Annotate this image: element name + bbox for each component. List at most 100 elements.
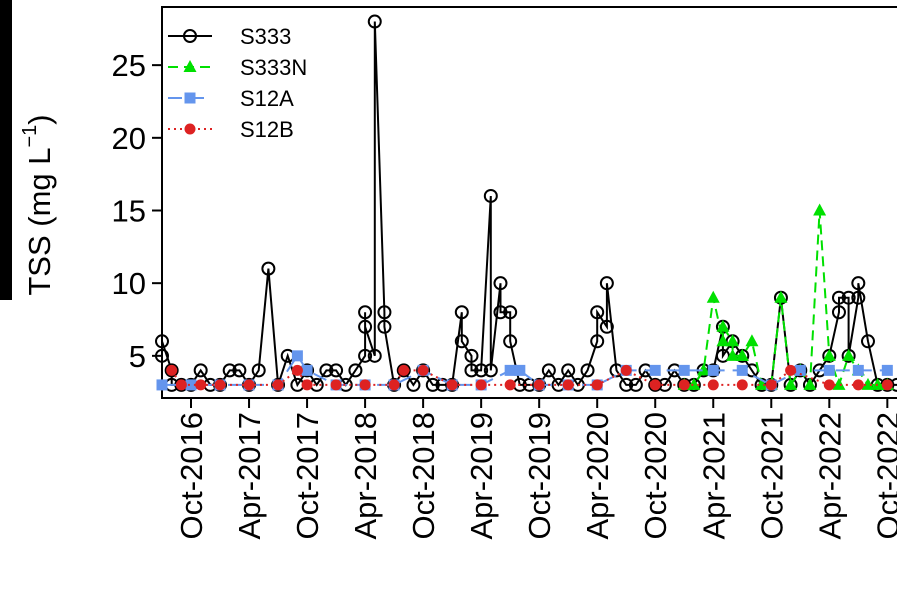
point <box>707 379 719 391</box>
point <box>406 377 421 392</box>
point <box>735 348 749 361</box>
point <box>446 379 458 391</box>
point <box>755 377 769 390</box>
point <box>417 364 429 376</box>
point <box>514 364 526 376</box>
plot-frame <box>161 6 897 399</box>
x-tick-label: Apr-2019 <box>464 412 499 540</box>
point <box>852 364 864 376</box>
point <box>881 379 893 391</box>
legend: S333 S333N S12A S12B <box>168 24 307 142</box>
point <box>319 363 334 378</box>
point <box>620 364 632 376</box>
x-tick-label: Apr-2021 <box>696 412 731 540</box>
point <box>648 377 663 392</box>
point <box>291 364 303 376</box>
x-tick-label: Apr-2022 <box>812 412 847 540</box>
point <box>803 377 817 390</box>
point <box>425 377 440 392</box>
x-tick-label: Oct-2017 <box>290 412 325 540</box>
point <box>329 363 344 378</box>
edge-artifact <box>0 0 12 300</box>
point <box>851 290 866 305</box>
point <box>156 379 168 391</box>
point <box>214 379 226 391</box>
point <box>416 363 431 378</box>
point <box>794 364 806 376</box>
y-axis-label: TSS (mg L−1) <box>19 114 57 295</box>
point <box>475 379 487 391</box>
point <box>562 379 574 391</box>
point <box>678 379 690 391</box>
point <box>251 363 266 378</box>
y-label-text: TSS (mg L <box>22 147 57 295</box>
point <box>774 290 788 303</box>
point <box>726 334 740 347</box>
y-tick-label: 5 <box>129 339 146 374</box>
point <box>367 14 382 29</box>
point <box>533 379 545 391</box>
point <box>823 379 835 391</box>
point <box>599 319 614 334</box>
x-tick-label: Oct-2018 <box>406 412 441 540</box>
point <box>464 348 479 363</box>
point <box>736 364 748 376</box>
point <box>784 377 798 390</box>
point <box>813 203 827 216</box>
point <box>195 379 207 391</box>
point <box>503 334 518 349</box>
point <box>861 377 875 390</box>
point <box>580 363 595 378</box>
point <box>678 364 690 376</box>
point <box>823 364 835 376</box>
legend-label: S333 <box>240 24 291 49</box>
point <box>348 363 363 378</box>
point <box>842 348 856 361</box>
x-tick-label: Oct-2022 <box>870 412 897 540</box>
x-tick-label: Oct-2020 <box>638 412 673 540</box>
point <box>493 305 508 320</box>
series-line <box>162 353 888 387</box>
point <box>504 379 516 391</box>
point <box>841 290 856 305</box>
point <box>454 305 469 320</box>
point <box>697 363 711 376</box>
point <box>164 363 179 378</box>
point <box>464 363 479 378</box>
legend-label: S333N <box>240 55 307 80</box>
y-tick-label: 20 <box>112 121 146 156</box>
point <box>193 363 208 378</box>
point <box>765 379 777 391</box>
point <box>504 364 516 376</box>
point <box>832 377 846 390</box>
point <box>359 379 371 391</box>
point <box>483 188 498 203</box>
point <box>272 379 284 391</box>
point <box>649 379 661 391</box>
x-tick-label: Apr-2017 <box>232 412 267 540</box>
point <box>541 363 556 378</box>
point <box>716 334 730 347</box>
legend-marker <box>184 123 196 135</box>
point <box>388 379 400 391</box>
point <box>745 334 759 347</box>
point <box>851 276 866 291</box>
y-label-close: ) <box>22 114 57 124</box>
point <box>706 290 720 303</box>
point <box>619 377 634 392</box>
point <box>398 364 410 376</box>
legend-label: S12B <box>240 117 294 142</box>
point <box>175 379 187 391</box>
x-tick-label: Oct-2021 <box>754 412 789 540</box>
point <box>590 334 605 349</box>
point <box>474 363 489 378</box>
legend-marker <box>184 92 196 104</box>
point <box>358 348 373 363</box>
legend-label: S12A <box>240 86 294 111</box>
y-tick-label: 10 <box>112 266 146 301</box>
point <box>243 379 255 391</box>
point <box>445 377 460 392</box>
point <box>377 319 392 334</box>
x-tick-label: Apr-2018 <box>348 412 383 540</box>
